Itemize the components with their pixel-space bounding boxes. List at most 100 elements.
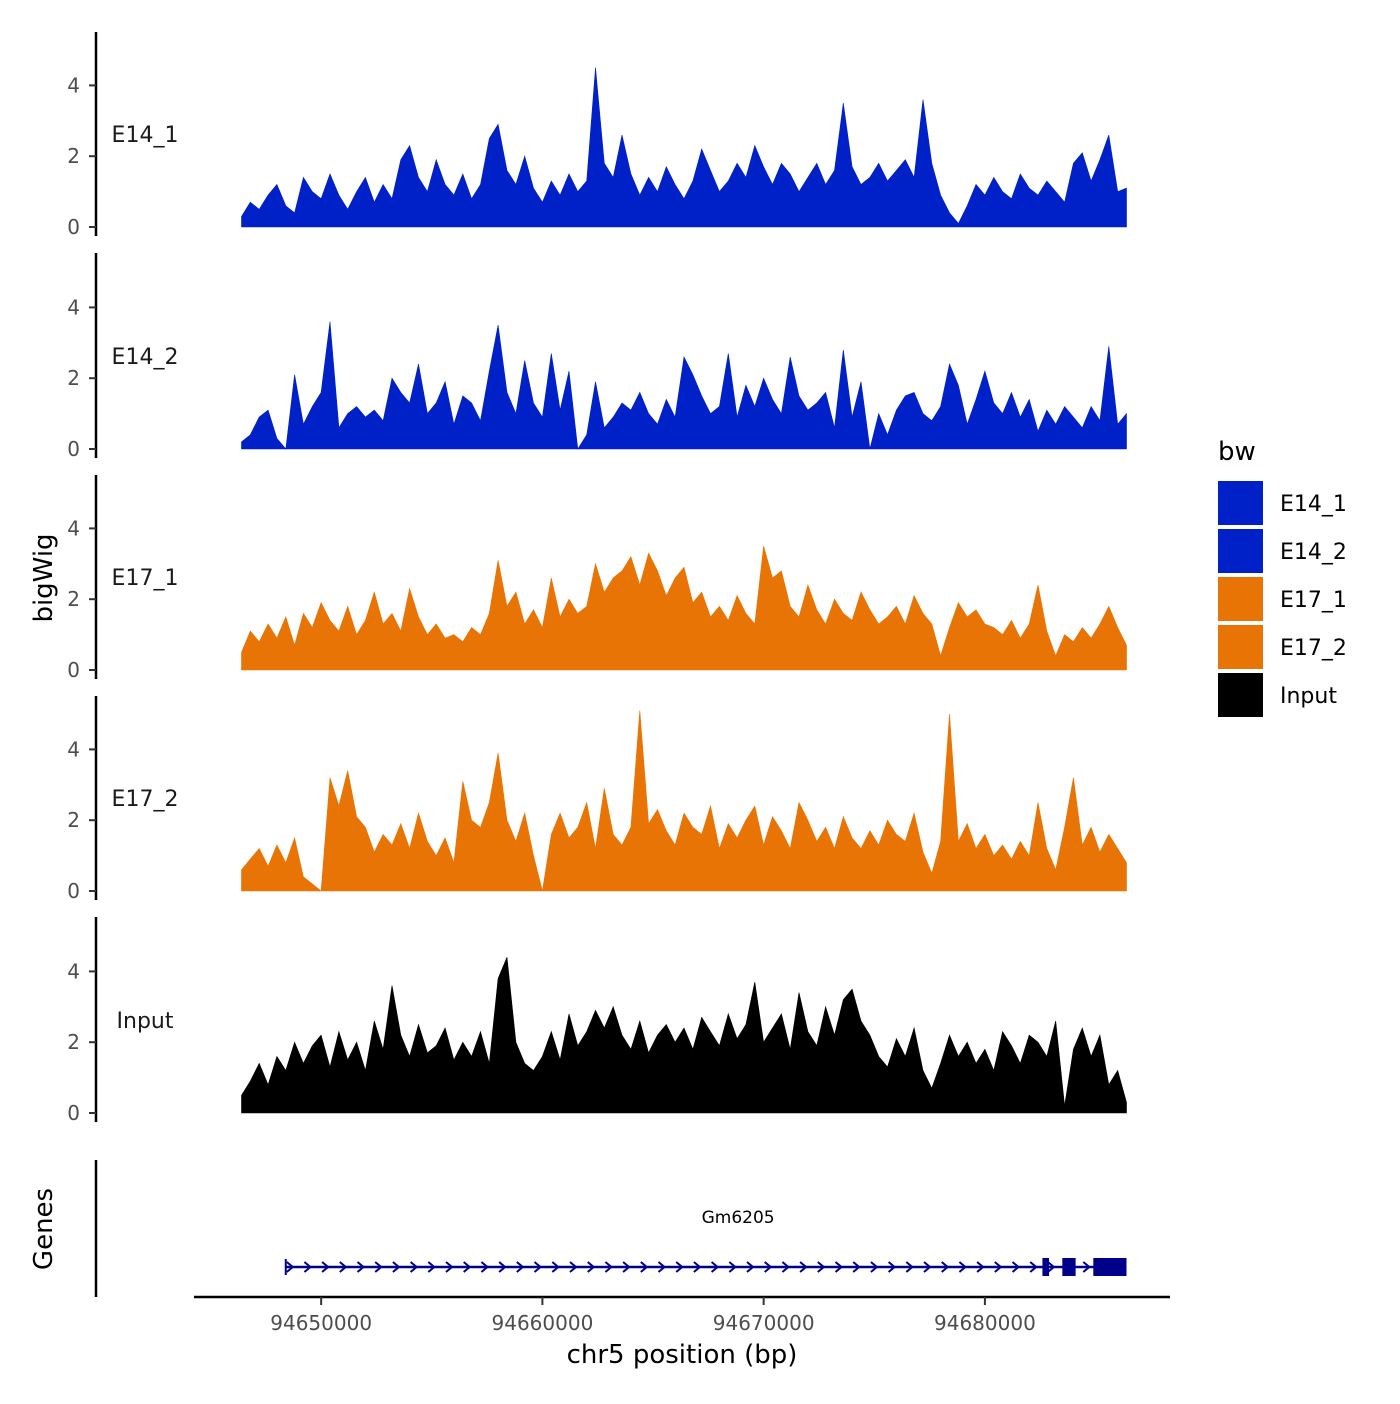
strand-arrow — [958, 1261, 967, 1273]
strand-arrow — [392, 1261, 401, 1273]
y-tick-label-e14-1: 0 — [67, 215, 80, 239]
track-label-input: Input — [117, 1009, 174, 1034]
y-tick-label-e14-2: 0 — [67, 437, 80, 461]
y-tick-label-e14-2: 4 — [67, 295, 80, 319]
strand-arrow — [799, 1261, 808, 1273]
y-tick-label-e17-2: 0 — [67, 879, 80, 903]
strand-arrow — [480, 1261, 489, 1273]
coverage-area-e14-1 — [241, 67, 1127, 228]
y-tick-label-e17-1: 4 — [67, 516, 80, 540]
track-label-e14-2: E14_2 — [112, 345, 179, 370]
x-axis: 94650000 94660000 94670000 94680000 chr5 po… — [194, 1295, 1170, 1370]
strand-arrow — [427, 1261, 436, 1273]
y-tick-label-e17-2: 4 — [67, 737, 80, 761]
gene-exon — [1062, 1258, 1076, 1276]
strand-arrow — [640, 1261, 649, 1273]
legend-label-e17-2: E17_2 — [1280, 636, 1347, 661]
strand-arrow — [622, 1261, 631, 1273]
tracks-layer: 0 2 4 E14_1 0 2 4 E14_2 0 2 4 E17_1 0 2 4 E17_2 0 2 4 Input — [67, 32, 1127, 1125]
strand-arrow — [303, 1261, 312, 1273]
y-tick-label-input: 2 — [67, 1030, 80, 1054]
coverage-area-e17-1 — [241, 546, 1127, 671]
strand-arrow — [286, 1261, 295, 1273]
legend-title: bw — [1218, 437, 1256, 467]
strand-arrow — [923, 1261, 932, 1273]
strand-arrow — [356, 1261, 366, 1273]
strand-arrow — [445, 1261, 454, 1273]
strand-arrow — [887, 1261, 897, 1273]
track-e14-1: 0 2 4 E14_1 — [67, 32, 1127, 239]
track-label-e14-1: E14_1 — [112, 123, 179, 148]
strand-arrow — [710, 1261, 720, 1273]
gene-model — [284, 1258, 1127, 1276]
strand-arrow — [870, 1261, 879, 1273]
x-tick-label: 94680000 — [934, 1311, 1036, 1335]
strand-arrow — [339, 1261, 348, 1273]
y-tick-label-e14-2: 2 — [67, 366, 80, 390]
track-input: 0 2 4 Input — [67, 917, 1127, 1125]
legend: bw E14_1 E14_2 E17_1 E17_2 Input — [1218, 437, 1347, 717]
genes-track-label: Genes — [29, 1188, 59, 1270]
strand-arrow — [834, 1261, 844, 1273]
strand-arrow — [781, 1261, 790, 1273]
strand-arrow — [551, 1261, 560, 1273]
track-e17-1: 0 2 4 E17_1 — [67, 475, 1127, 682]
strand-arrow — [1047, 1261, 1056, 1273]
strand-arrow — [817, 1261, 826, 1273]
gene-exon — [1093, 1258, 1127, 1276]
gene-exon — [1042, 1258, 1050, 1276]
strand-arrow — [1082, 1261, 1091, 1273]
strand-arrow — [604, 1261, 613, 1273]
legend-swatch-e17-1 — [1218, 577, 1263, 621]
legend-label-e14-1: E14_1 — [1280, 492, 1347, 517]
strand-arrow — [941, 1261, 950, 1273]
strand-arrow — [728, 1261, 737, 1273]
strand-arrow — [657, 1261, 667, 1273]
y-tick-label-e17-1: 2 — [67, 587, 80, 611]
x-tick-label: 94650000 — [270, 1311, 372, 1335]
genes-track: Genes Gm6205 — [29, 1160, 1127, 1297]
strand-arrow — [569, 1261, 578, 1273]
legend-swatch-e14-1 — [1218, 481, 1263, 525]
strand-arrow — [409, 1261, 419, 1273]
track-e17-2: 0 2 4 E17_2 — [67, 696, 1127, 903]
legend-entries: E14_1 E14_2 E17_1 E17_2 Input — [1218, 481, 1347, 717]
x-tick-label: 94670000 — [713, 1311, 815, 1335]
strand-arrow — [976, 1261, 985, 1273]
strand-arrow — [533, 1261, 543, 1273]
track-label-e17-1: E17_1 — [112, 566, 179, 591]
strand-arrow — [587, 1261, 596, 1273]
x-axis-title: chr5 position (bp) — [567, 1340, 798, 1370]
strand-arrow — [693, 1261, 702, 1273]
legend-label-input: Input — [1280, 684, 1337, 709]
y-axis-title: bigWig — [29, 533, 59, 622]
coverage-area-e14-2 — [241, 321, 1127, 450]
strand-arrow — [321, 1261, 330, 1273]
strand-arrow — [1029, 1261, 1038, 1273]
legend-swatch-e14-2 — [1218, 529, 1263, 573]
y-tick-label-e14-1: 4 — [67, 73, 80, 97]
y-tick-label-e17-1: 0 — [67, 658, 80, 682]
strand-arrow — [516, 1261, 525, 1273]
legend-label-e14-2: E14_2 — [1280, 540, 1347, 565]
gene-name-label: Gm6205 — [702, 1208, 775, 1228]
strand-arrow — [675, 1261, 684, 1273]
y-tick-label-input: 4 — [67, 959, 80, 983]
strand-arrow — [374, 1261, 383, 1273]
strand-arrow — [852, 1261, 861, 1273]
y-tick-label-e17-2: 2 — [67, 808, 80, 832]
strand-arrow — [463, 1261, 472, 1273]
track-e14-2: 0 2 4 E14_2 — [67, 253, 1127, 461]
strand-arrow — [498, 1261, 507, 1273]
track-label-e17-2: E17_2 — [112, 787, 179, 812]
strand-arrow — [994, 1261, 1003, 1273]
legend-swatch-e17-2 — [1218, 625, 1263, 669]
x-tick-label: 94660000 — [492, 1311, 594, 1335]
strand-arrow — [746, 1261, 755, 1273]
y-tick-label-input: 0 — [67, 1101, 80, 1125]
coverage-area-input — [241, 957, 1127, 1114]
x-ticks: 94650000 94660000 94670000 94680000 — [270, 1297, 1036, 1335]
legend-swatch-input — [1218, 673, 1263, 717]
